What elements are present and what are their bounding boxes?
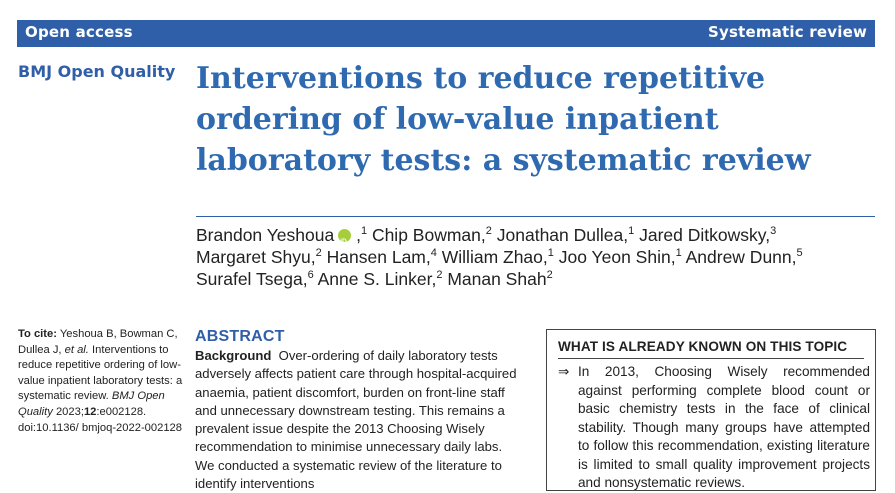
- author-name[interactable]: Hansen Lam: [326, 247, 426, 267]
- title-divider: [196, 216, 875, 217]
- abstract-heading: ABSTRACT: [195, 328, 285, 345]
- author-name[interactable]: Joo Yeon Shin: [558, 247, 671, 267]
- arrow-bullet-icon: ⇒: [558, 364, 570, 379]
- known-topic-text: In 2013, Choosing Wisely recommended aga…: [578, 364, 870, 490]
- citation-block: To cite: Yeshoua B, Bowman C, Dullea J, …: [18, 328, 183, 434]
- orcid-icon[interactable]: iD: [338, 229, 352, 245]
- citation-journal: BMJ Open Quality: [18, 390, 165, 418]
- article-type-label: Systematic review: [708, 23, 867, 41]
- author-name[interactable]: Margaret Shyu: [196, 247, 311, 267]
- known-topic-item: ⇒ In 2013, Choosing Wisely recommended a…: [558, 363, 870, 493]
- author-name[interactable]: Manan Shah: [447, 269, 547, 289]
- author-name[interactable]: Brandon Yeshoua: [196, 225, 335, 245]
- author-name[interactable]: William Zhao: [441, 247, 543, 267]
- background-text: Over-ordering of daily laboratory tests …: [195, 348, 517, 492]
- author-name[interactable]: Anne S. Linker: [317, 269, 432, 289]
- author-name[interactable]: Andrew Dunn: [685, 247, 792, 267]
- citation-doi[interactable]: :e002128. doi:10.1136/ bmjoq-2022-002128: [18, 405, 183, 434]
- citation-label: To cite:: [18, 328, 57, 340]
- article-title: Interventions to reduce repetitive order…: [196, 61, 811, 178]
- author-name[interactable]: Jonathan Dullea: [496, 225, 624, 245]
- open-access-label: Open access: [25, 23, 133, 41]
- abstract-text: Background Over-ordering of daily labora…: [195, 347, 525, 493]
- author-list: Brandon Yeshoua iD ,1 Chip Bowman,2 Jonat…: [196, 225, 803, 289]
- author-name[interactable]: Jared Ditkowsky: [639, 225, 766, 245]
- box-divider: [558, 358, 864, 359]
- known-topic-box: WHAT IS ALREADY KNOWN ON THIS TOPIC ⇒ In…: [546, 329, 876, 491]
- author-name[interactable]: Chip Bowman: [371, 225, 481, 245]
- known-topic-heading: WHAT IS ALREADY KNOWN ON THIS TOPIC: [558, 339, 848, 354]
- journal-name[interactable]: BMJ Open Quality: [18, 62, 176, 81]
- background-label: Background: [195, 348, 272, 363]
- author-name[interactable]: Surafel Tsega: [196, 269, 303, 289]
- header-bar: Open access Systematic review: [17, 20, 875, 47]
